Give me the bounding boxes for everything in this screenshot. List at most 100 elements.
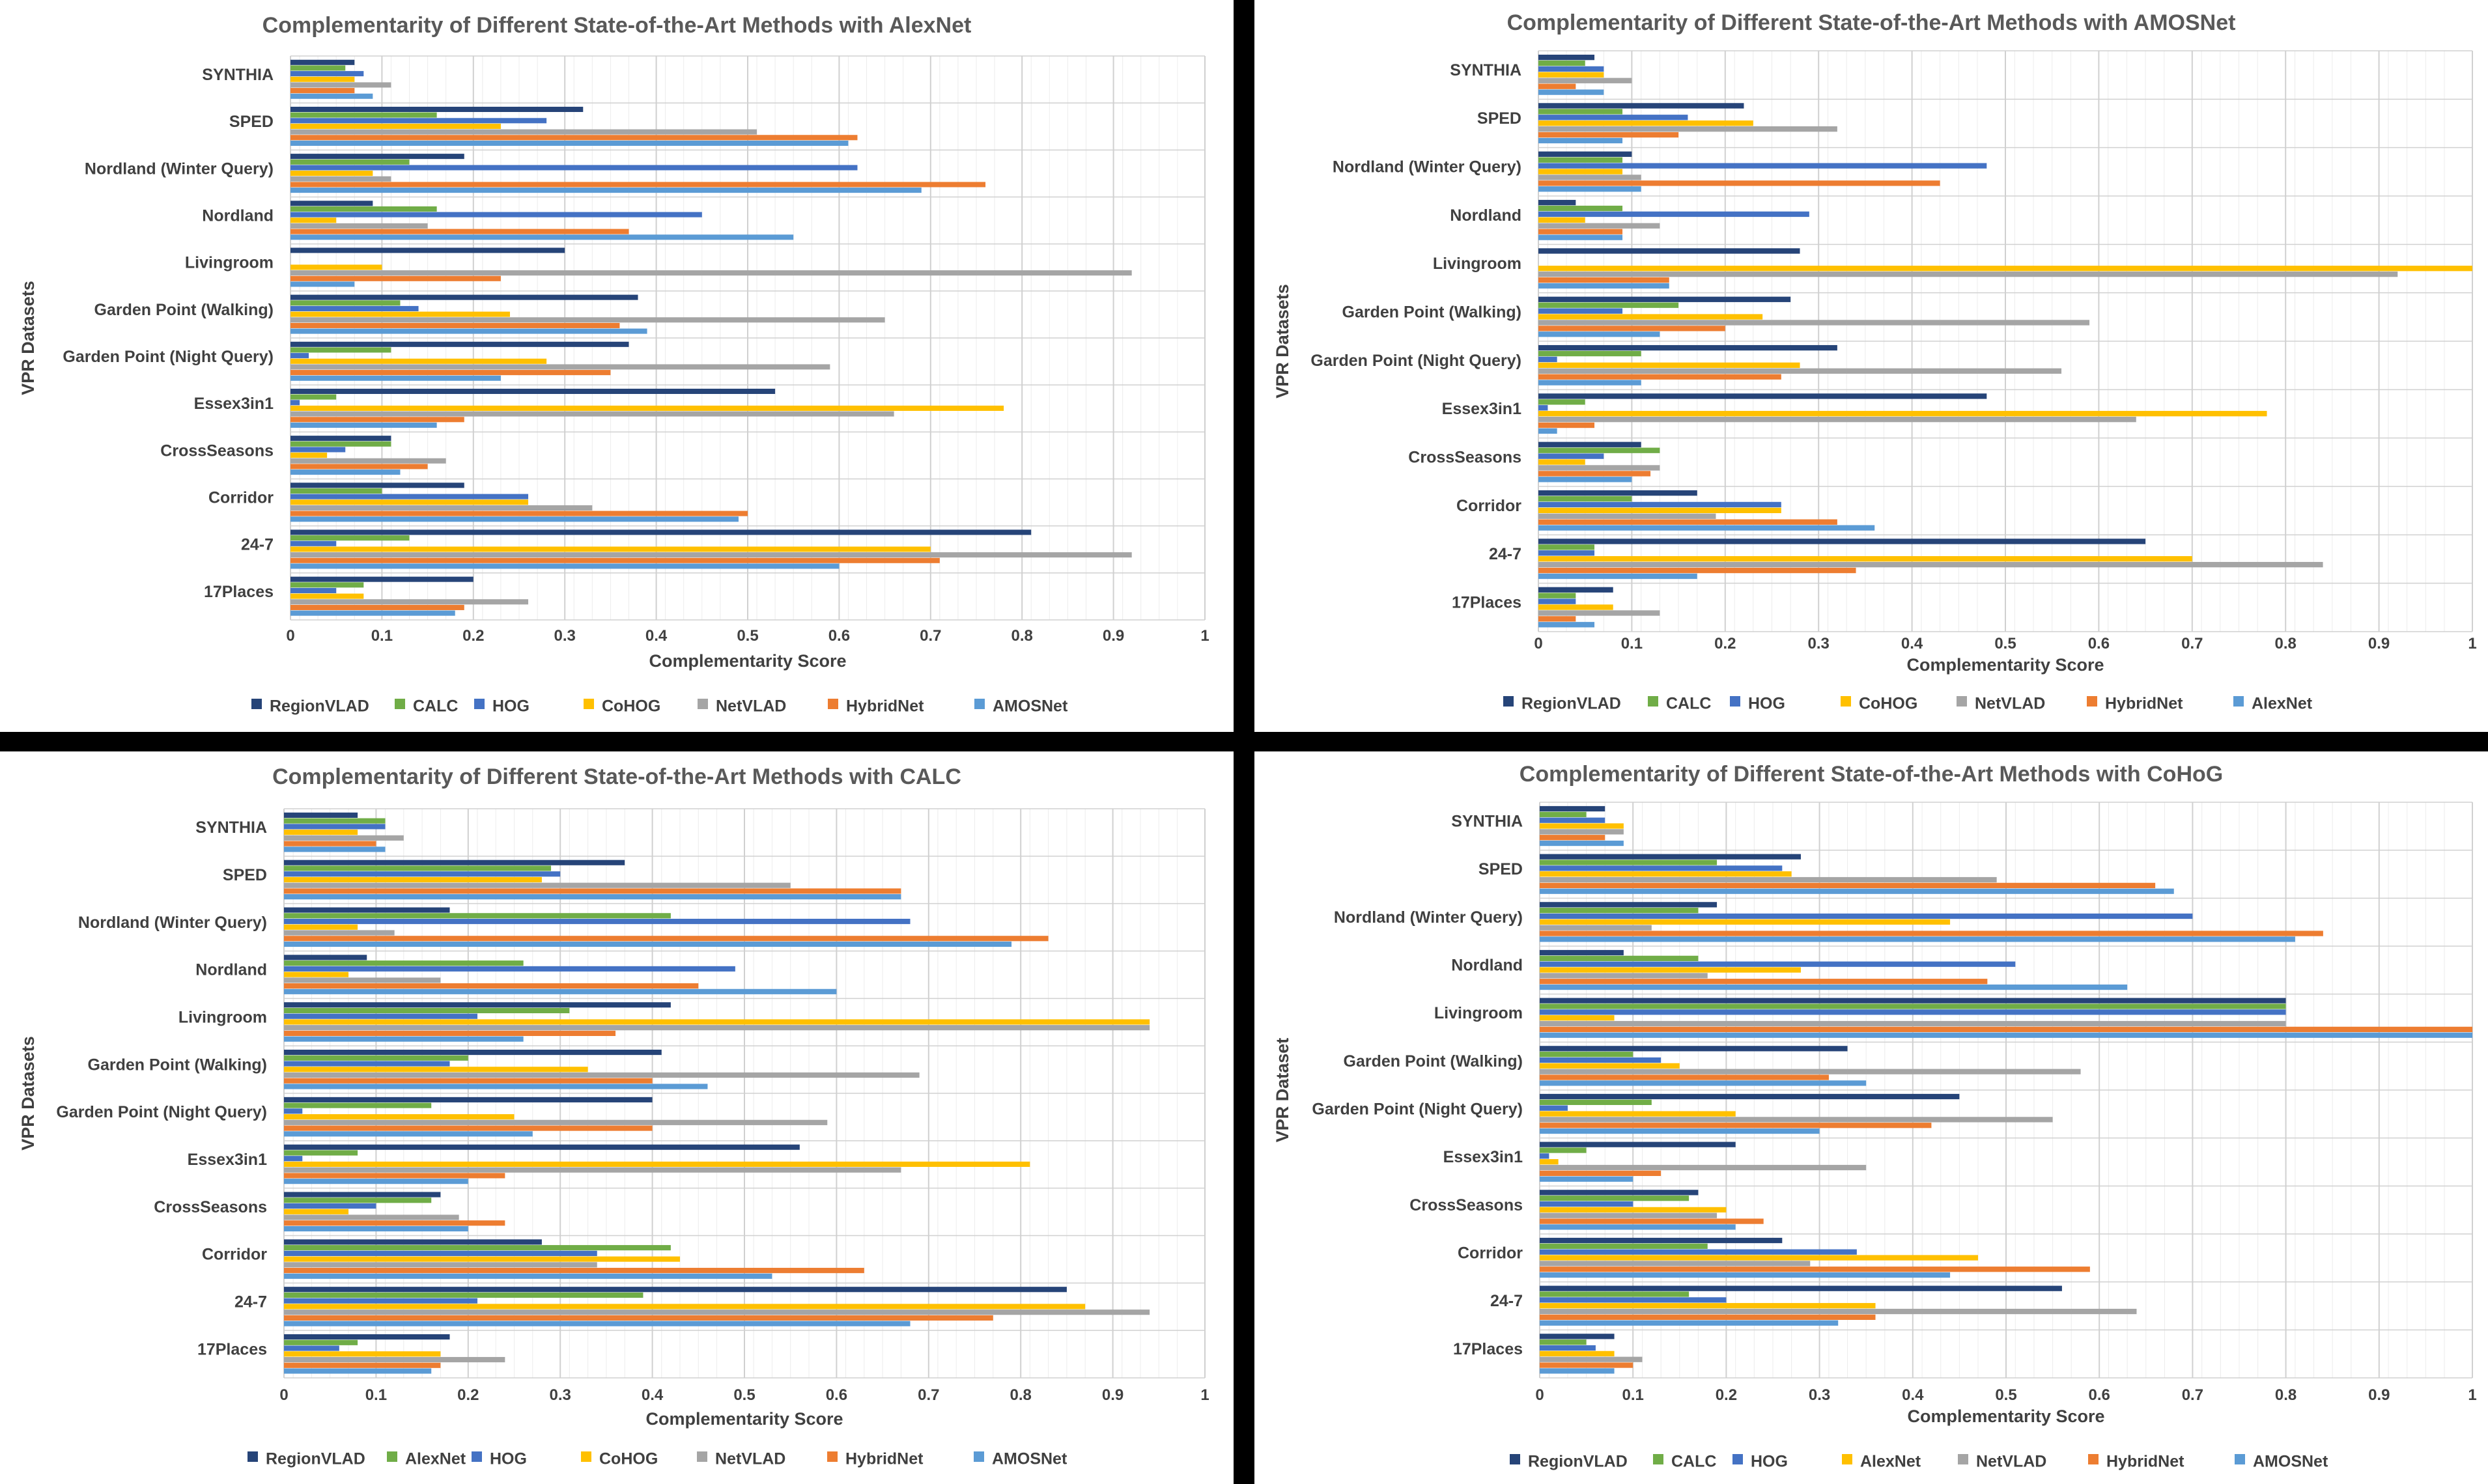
bar-netvlad xyxy=(284,930,395,936)
bar-hog xyxy=(1540,1345,1596,1351)
legend-swatch xyxy=(1841,696,1851,707)
bar-regionvlad xyxy=(284,1334,450,1340)
x-tick-label: 0.8 xyxy=(2275,635,2297,652)
legend-label: NetVLAD xyxy=(1976,1453,2046,1471)
legend-label: AlexNet xyxy=(1860,1453,1921,1471)
bar-hybridnet xyxy=(290,322,620,328)
bar-calc xyxy=(1538,350,1641,357)
bar-hybridnet xyxy=(1540,835,1605,841)
bar-hog xyxy=(290,71,364,77)
category-label: Livingroom xyxy=(185,254,274,272)
bar-regionvlad xyxy=(1538,344,1837,351)
bar-hybridnet xyxy=(1538,374,1781,380)
category-label: SPED xyxy=(1478,860,1523,878)
bar-regionvlad xyxy=(1538,441,1641,447)
x-axis-title: Complementarity Score xyxy=(645,1409,843,1429)
bar-alexnet xyxy=(1538,137,1623,144)
bar-regionvlad xyxy=(290,341,629,347)
bar-amosnet xyxy=(290,328,647,334)
bar-hybridnet xyxy=(284,841,376,847)
x-tick-label: 1 xyxy=(1200,627,1209,645)
x-tick-label: 0.9 xyxy=(2368,635,2390,652)
bar-netvlad xyxy=(1538,465,1660,471)
category-label: Nordland xyxy=(195,961,267,979)
bar-alexnet xyxy=(284,1197,432,1203)
bar-calc xyxy=(1538,205,1623,212)
bar-calc xyxy=(1540,955,1699,961)
bar-amosnet xyxy=(284,1036,524,1042)
x-tick-label: 0.2 xyxy=(457,1386,479,1404)
bar-regionvlad xyxy=(1538,103,1744,109)
bar-hybridnet xyxy=(290,557,940,563)
bar-netvlad xyxy=(1540,829,1624,835)
bar-netvlad xyxy=(1538,561,2323,568)
bar-hog xyxy=(290,118,547,124)
bar-regionvlad xyxy=(284,812,358,818)
bar-calc xyxy=(1538,593,1576,598)
bar-netvlad xyxy=(1540,1020,2286,1027)
legend-swatch xyxy=(698,699,708,709)
bar-netvlad xyxy=(284,1214,459,1220)
bar-netvlad xyxy=(290,270,1132,276)
x-tick-label: 0.6 xyxy=(826,1386,847,1404)
bar-regionvlad xyxy=(284,860,625,865)
bar-netvlad xyxy=(284,882,791,888)
bar-cohog xyxy=(290,171,373,176)
bar-hybridnet xyxy=(1540,1267,2090,1272)
bar-calc xyxy=(290,441,391,447)
bar-alexnet xyxy=(284,1292,643,1298)
bar-netvlad xyxy=(290,129,757,135)
bar-hog xyxy=(284,871,561,877)
legend-label: RegionVLAD xyxy=(266,1450,365,1468)
bar-alexnet xyxy=(284,960,524,966)
bar-regionvlad xyxy=(1540,1190,1699,1196)
bar-netvlad xyxy=(290,317,885,323)
bar-cohog xyxy=(284,830,358,835)
bar-amosnet xyxy=(284,1084,708,1089)
bar-regionvlad xyxy=(1538,199,1576,206)
bar-regionvlad xyxy=(284,1287,1067,1293)
category-label: Garden Point (Night Query) xyxy=(63,348,274,366)
bar-calc xyxy=(1538,496,1632,502)
x-tick-label: 0.2 xyxy=(1714,635,1736,652)
x-tick-label: 0.6 xyxy=(2089,1386,2110,1404)
bar-alexnet xyxy=(1538,477,1632,483)
bar-hog xyxy=(290,165,858,171)
bar-cohog xyxy=(284,1256,681,1262)
bar-hog xyxy=(284,1061,450,1067)
category-label: Nordland (Winter Query) xyxy=(1334,908,1523,927)
bar-regionvlad xyxy=(1540,1046,1848,1052)
bar-calc xyxy=(1540,1291,1689,1297)
x-tick-label: 0.4 xyxy=(645,627,668,645)
bar-amosnet xyxy=(284,941,1012,947)
legend-label: HOG xyxy=(490,1450,527,1468)
x-tick-label: 0.3 xyxy=(1809,1386,1830,1404)
bar-amosnet xyxy=(1540,1320,1839,1326)
bar-cohog xyxy=(284,1114,515,1120)
y-axis-title: VPR Datasets xyxy=(18,1036,38,1151)
bar-hybridnet xyxy=(290,417,464,423)
chart-title: Complementarity of Different State-of-th… xyxy=(1507,10,2236,35)
chart-title: Complementarity of Different State-of-th… xyxy=(272,764,961,789)
bar-regionvlad xyxy=(284,907,450,913)
bar-regionvlad xyxy=(290,529,1032,535)
bar-regionvlad xyxy=(1538,54,1595,61)
chart-title: Complementarity of Different State-of-th… xyxy=(262,13,972,38)
bar-regionvlad xyxy=(1540,805,1605,812)
bar-alexnet xyxy=(284,1102,432,1108)
bar-hybridnet xyxy=(290,370,611,376)
bar-hybridnet xyxy=(290,135,858,141)
bar-hog xyxy=(284,1250,597,1256)
category-label: SYNTHIA xyxy=(202,66,274,84)
bar-amosnet xyxy=(290,93,373,99)
chart-panel-calc: Complementarity of Different State-of-th… xyxy=(0,751,1234,1484)
bar-cohog xyxy=(290,546,931,552)
bar-hog xyxy=(284,918,911,925)
bar-hog xyxy=(1538,453,1604,459)
category-label: 17Places xyxy=(1452,593,1521,611)
bar-calc xyxy=(290,535,410,541)
bar-alexnet xyxy=(1538,283,1669,289)
bar-netvlad xyxy=(284,1119,828,1125)
x-tick-label: 0.8 xyxy=(1010,1386,1032,1404)
bar-alexnet xyxy=(1540,1015,1615,1021)
